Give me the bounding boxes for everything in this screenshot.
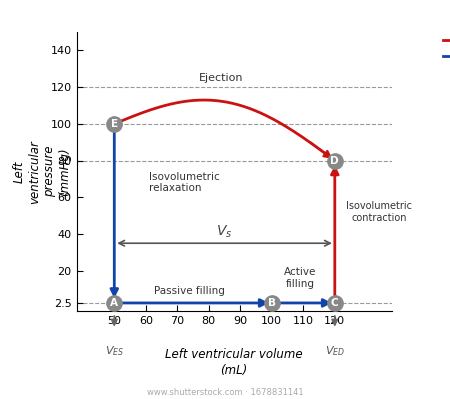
Text: $V_s$: $V_s$ [216,223,233,239]
Text: Isovolumetric
relaxation: Isovolumetric relaxation [149,172,220,194]
Text: www.shutterstock.com · 1678831141: www.shutterstock.com · 1678831141 [147,388,303,397]
Text: Passive filling: Passive filling [154,286,225,296]
Text: $V_{ES}$: $V_{ES}$ [105,344,124,358]
Text: D: D [330,156,339,166]
Text: Left ventricular volume: Left ventricular volume [165,348,303,361]
Y-axis label: Left
ventricular
pressure
(mmHg): Left ventricular pressure (mmHg) [13,140,71,203]
Text: $V_{ED}$: $V_{ED}$ [325,344,345,358]
Text: Active
filling: Active filling [284,267,316,289]
Text: Isovolumetric
contraction: Isovolumetric contraction [346,201,412,223]
Text: C: C [331,298,338,308]
Text: B: B [268,298,276,308]
Text: Ejection: Ejection [199,73,243,83]
Text: A: A [110,298,118,308]
Legend: Systole, Diastole: Systole, Diastole [438,32,450,66]
Text: (mL): (mL) [220,364,248,377]
Text: E: E [111,119,118,129]
